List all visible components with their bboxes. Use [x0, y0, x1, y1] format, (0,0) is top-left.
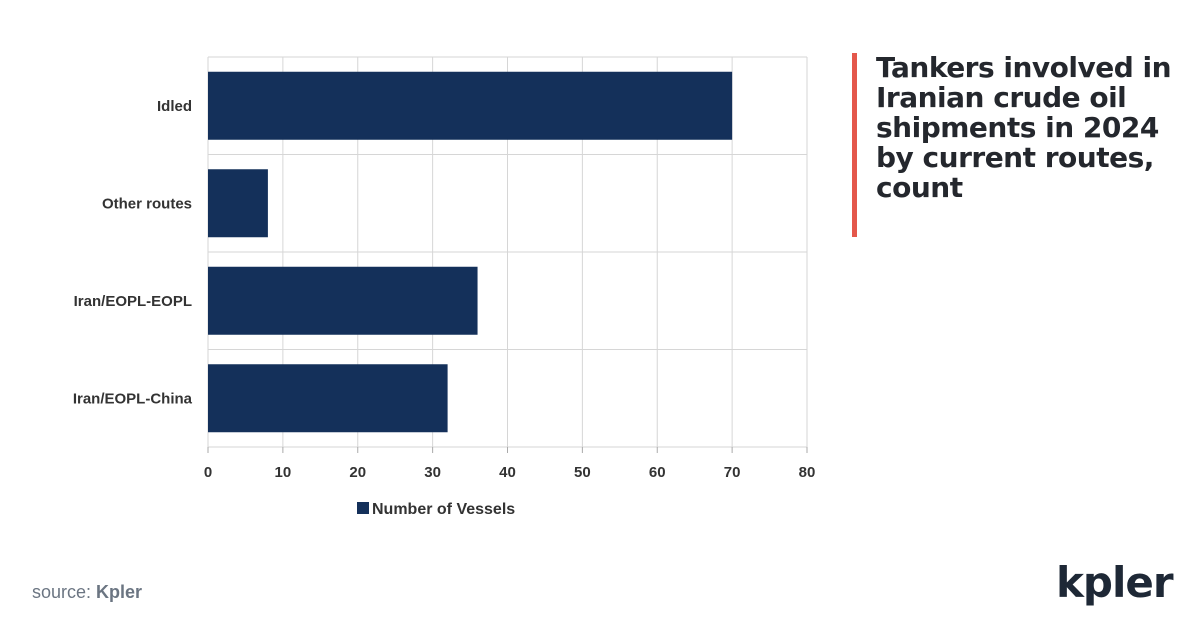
category-label: Iran/EOPL-China — [73, 390, 193, 407]
x-tick-label: 80 — [799, 464, 816, 481]
chart-title: Tankers involved in Iranian crude oil sh… — [876, 51, 1172, 204]
category-label: Idled — [157, 98, 192, 115]
bar — [208, 266, 478, 335]
x-tick-label: 30 — [424, 464, 441, 481]
bar — [208, 169, 268, 238]
bar — [208, 71, 733, 140]
x-tick-label: 20 — [349, 464, 366, 481]
bar — [208, 364, 448, 433]
bar-chart: 0 10 20 30 40 50 60 70 80 Idled Other routes Iran/E… — [73, 56, 816, 518]
x-tick-label: 0 — [204, 464, 212, 481]
category-label: Iran/EOPL-EOPL — [74, 293, 192, 310]
x-tick-label: 40 — [499, 464, 516, 481]
x-tick-label: 50 — [574, 464, 591, 481]
x-tick-label: 70 — [724, 464, 741, 481]
legend-label: Number of Vessels — [372, 501, 515, 518]
source-note: source: Kpler — [32, 582, 142, 603]
legend-swatch — [357, 502, 369, 514]
x-tick-label: 10 — [275, 464, 292, 481]
source-prefix: source: — [32, 582, 92, 602]
kpler-logo: kpler — [1056, 558, 1174, 607]
category-label: Other routes — [102, 195, 192, 212]
title-accent-bar — [852, 53, 857, 237]
source-name: Kpler — [96, 582, 143, 602]
x-tick-label: 60 — [649, 464, 666, 481]
